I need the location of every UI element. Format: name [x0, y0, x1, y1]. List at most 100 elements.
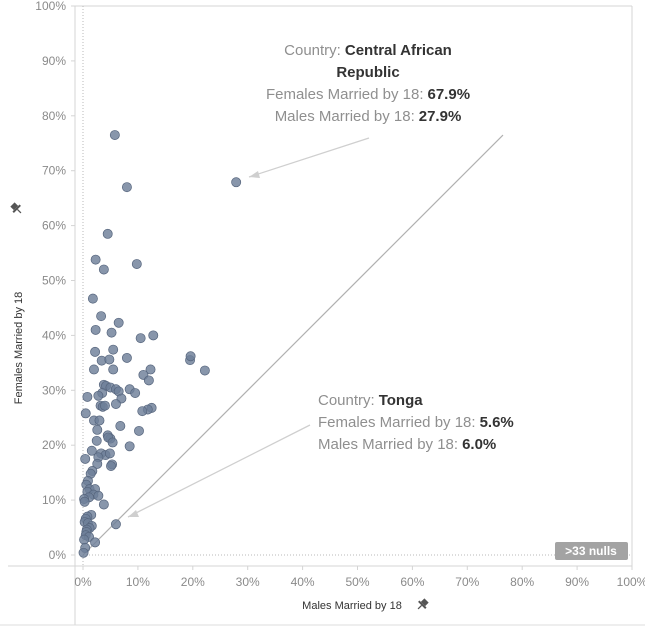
data-points — [78, 130, 242, 558]
data-point — [78, 547, 89, 558]
annotation-females-key: Females Married by 18: — [318, 414, 476, 431]
y-tick-label: 10% — [42, 493, 66, 507]
y-tick-label: 40% — [42, 328, 66, 342]
data-point — [113, 317, 124, 328]
x-tick-label: 0% — [74, 575, 92, 589]
data-point — [110, 399, 121, 409]
data-point — [90, 346, 101, 357]
y-tick-label: 30% — [42, 383, 66, 397]
annotation-country-key: Country: — [284, 42, 341, 59]
data-point — [90, 254, 101, 265]
data-point — [104, 448, 115, 459]
annotation-males-line: Males Married by 18: 27.9% — [275, 108, 462, 125]
data-point — [109, 130, 120, 140]
data-point — [121, 352, 132, 363]
y-axis-title-group: Females Married by 18 — [13, 292, 25, 405]
data-point — [100, 400, 110, 411]
data-point — [108, 344, 119, 355]
data-point — [90, 324, 101, 335]
data-point — [124, 441, 135, 452]
y-axis-title: Females Married by 18 — [13, 292, 25, 405]
x-tick-label: 30% — [236, 575, 260, 589]
y-tick-label: 60% — [42, 219, 66, 233]
data-point — [108, 364, 119, 375]
diagonal-reference-line — [82, 134, 504, 556]
annotation-males-value: 27.9% — [419, 108, 462, 125]
data-point — [93, 490, 104, 501]
data-point — [87, 293, 98, 304]
nulls-badge-background — [555, 542, 628, 560]
nulls-badge-label: >33 nulls — [565, 544, 617, 558]
data-point — [98, 264, 109, 275]
annotation-tonga: Country: Tonga Females Married by 18: 5.6%… — [127, 392, 514, 518]
y-tick-label: 20% — [42, 438, 66, 452]
annotation-females-value: 5.6% — [480, 414, 514, 431]
annotation-leader-line — [127, 424, 311, 518]
data-point — [98, 499, 109, 510]
x-tick-label: 10% — [126, 575, 150, 589]
x-tick-label: 20% — [181, 575, 205, 589]
data-point — [104, 354, 115, 365]
data-point — [115, 421, 126, 431]
data-point — [90, 537, 101, 548]
data-point — [80, 453, 91, 464]
annotation-males-key: Males Married by 18: — [275, 108, 415, 125]
annotation-males-value: 6.0% — [462, 436, 496, 453]
annotation-arrow-head — [249, 171, 260, 178]
y-tick-label: 90% — [42, 54, 66, 68]
annotation-males-key: Males Married by 18: — [318, 436, 458, 453]
x-axis-ticks: 0% 10% 20% 30% 40% 50% 60% 70% 80% 90% 100% — [74, 566, 645, 589]
x-axis-title: Males Married by 18 — [302, 600, 402, 612]
annotation-central-african-republic: Country: Central African Republic Females… — [248, 42, 470, 178]
annotation-country-value: Tonga — [379, 392, 424, 409]
x-tick-label: 100% — [617, 575, 645, 589]
nulls-indicator[interactable]: >33 nulls — [555, 542, 628, 560]
data-point — [92, 458, 103, 469]
x-tick-label: 60% — [400, 575, 424, 589]
data-point — [199, 365, 210, 376]
data-point — [231, 177, 242, 188]
data-point — [131, 259, 142, 269]
data-point — [185, 351, 196, 362]
y-tick-label: 80% — [42, 109, 66, 123]
data-point — [121, 182, 132, 193]
x-tick-label: 50% — [345, 575, 369, 589]
x-tick-label: 80% — [510, 575, 534, 589]
annotation-arrow-head — [128, 510, 139, 517]
data-point — [89, 364, 99, 375]
annotation-country-line: Country: Tonga — [318, 392, 423, 409]
data-point — [106, 461, 116, 472]
y-axis-ticks: 0% 10% 20% 30% 40% 50% 60% 70% 80% 90% 100% — [35, 0, 75, 562]
x-tick-label: 70% — [455, 575, 479, 589]
annotation-females-line: Females Married by 18: 5.6% — [318, 414, 514, 431]
data-point — [82, 391, 93, 402]
data-point — [94, 415, 105, 426]
x-tick-label: 40% — [291, 575, 315, 589]
x-axis-pin-icon[interactable] — [415, 597, 431, 613]
data-point — [148, 330, 159, 341]
data-point — [106, 327, 117, 338]
y-tick-label: 0% — [49, 548, 67, 562]
data-point — [80, 408, 91, 419]
data-point — [96, 311, 107, 322]
data-point — [92, 424, 103, 435]
data-point — [143, 375, 154, 386]
plot-frame — [0, 5, 645, 626]
annotation-country-value-part1: Central African — [345, 42, 452, 59]
data-point — [137, 406, 148, 417]
y-tick-label: 50% — [42, 274, 66, 288]
annotation-country-line: Country: Central African — [284, 42, 452, 59]
y-tick-label: 70% — [42, 164, 66, 178]
y-axis-pin-icon[interactable] — [9, 201, 25, 217]
annotation-females-line: Females Married by 18: 67.9% — [266, 86, 470, 103]
annotation-country-value-part2: Republic — [336, 64, 399, 81]
annotation-females-value: 67.9% — [428, 86, 471, 103]
annotation-country-key: Country: — [318, 392, 375, 409]
data-point — [91, 435, 102, 446]
data-point — [93, 390, 104, 401]
data-point — [86, 445, 97, 456]
data-point — [135, 333, 146, 344]
data-point — [130, 388, 141, 398]
